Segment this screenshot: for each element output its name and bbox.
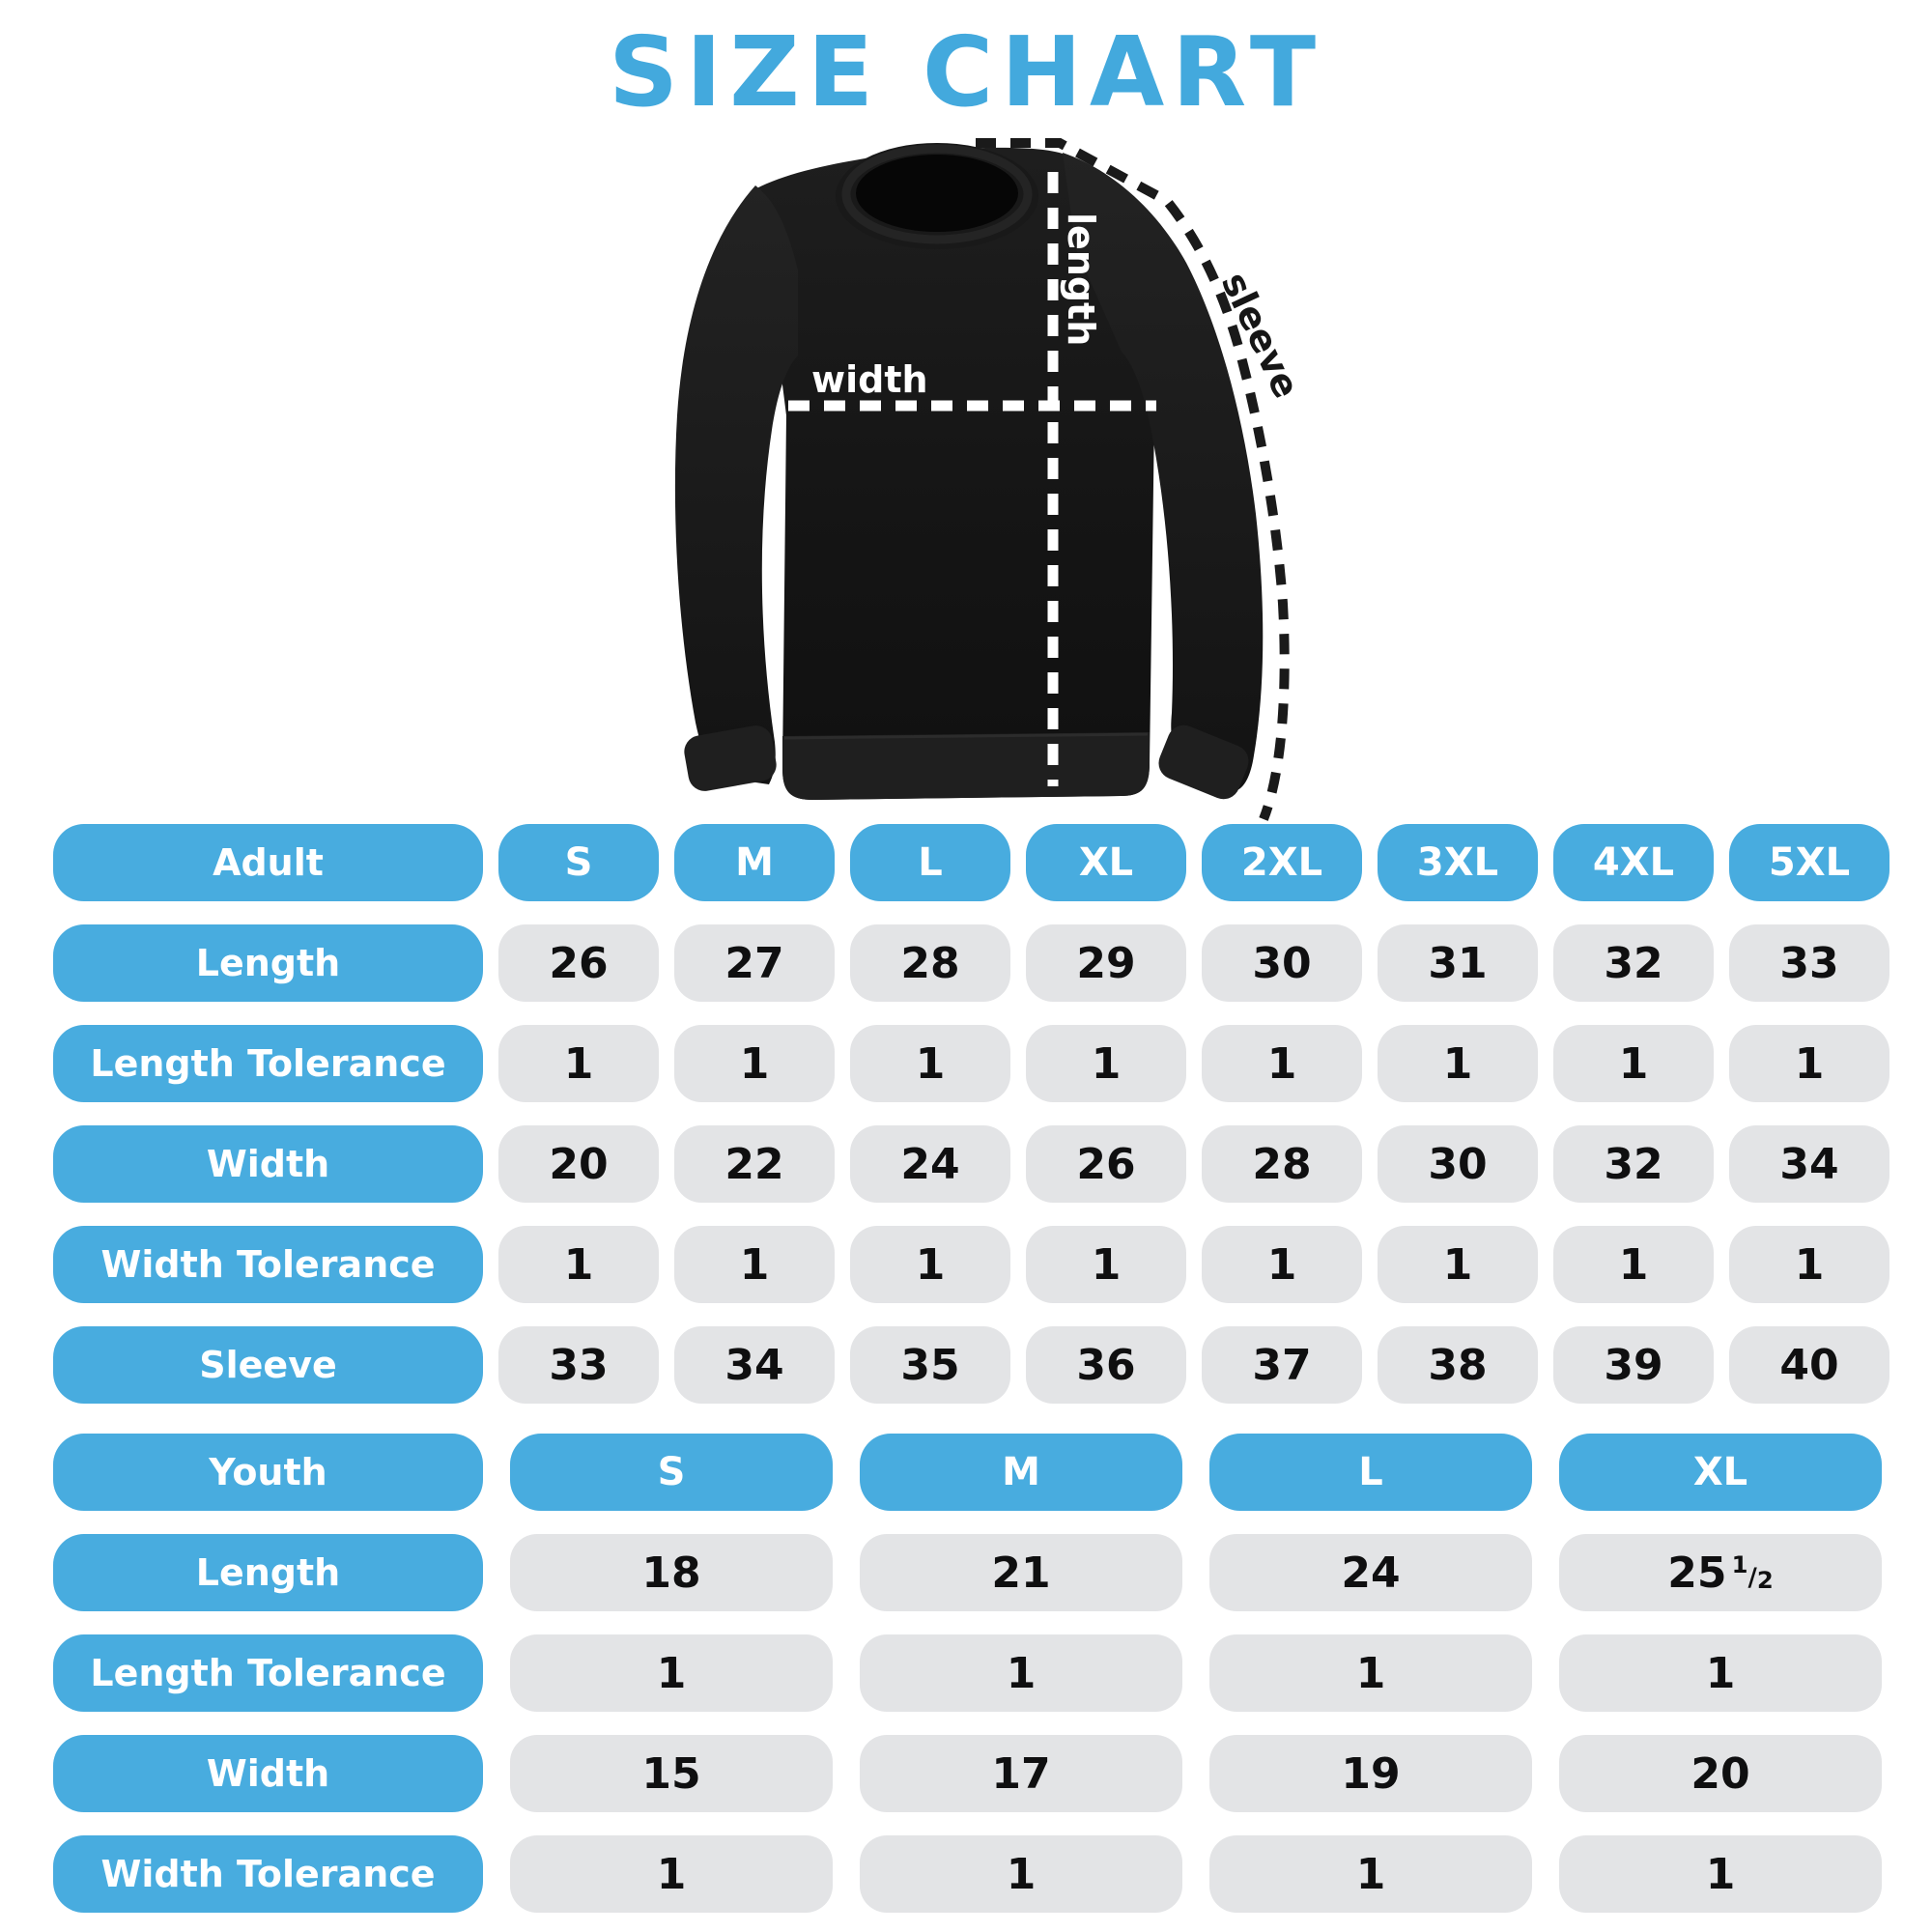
adult-cell: 20 [498, 1125, 659, 1203]
adult-size-header-l: L [850, 824, 1010, 901]
adult-cell: 1 [1026, 1025, 1186, 1102]
adult-cell: 1 [674, 1226, 835, 1303]
adult-size-header-s: S [498, 824, 659, 901]
sweatshirt-diagram: width length sleeve [674, 138, 1308, 821]
adult-table-header: Adult [53, 824, 483, 901]
collar-rib [841, 144, 1033, 244]
hem-seam [783, 732, 1149, 740]
adult-row-label-length: Length [53, 924, 483, 1002]
adult-size-header-4xl: 4XL [1553, 824, 1714, 901]
adult-row-label-width: Width [53, 1125, 483, 1203]
right-cuff [1158, 724, 1249, 800]
adult-size-header-xl: XL [1026, 824, 1186, 901]
adult-cell: 30 [1202, 924, 1362, 1002]
adult-cell: 39 [1553, 1326, 1714, 1404]
adult-cell: 1 [1729, 1025, 1889, 1102]
adult-cell: 38 [1378, 1326, 1538, 1404]
youth-cell: 1 [1559, 1835, 1882, 1913]
youth-size-header-s: S [510, 1434, 833, 1511]
youth-cell: 1 [510, 1835, 833, 1913]
adult-cell: 1 [1729, 1226, 1889, 1303]
adult-cell: 28 [1202, 1125, 1362, 1203]
adult-cell: 33 [1729, 924, 1889, 1002]
adult-cell: 34 [674, 1326, 835, 1404]
adult-row-label-sleeve: Sleeve [53, 1326, 483, 1404]
youth-cell: 1 [860, 1634, 1182, 1712]
adult-size-table: Adult S M L XL 2XL 3XL 4XL 5XL Length 26… [53, 824, 1889, 1404]
youth-cell: 20 [1559, 1735, 1882, 1812]
adult-cell: 1 [498, 1226, 659, 1303]
adult-cell: 32 [1553, 1125, 1714, 1203]
youth-cell: 25 1/2 [1559, 1534, 1882, 1611]
adult-cell: 34 [1729, 1125, 1889, 1203]
adult-cell: 1 [1202, 1025, 1362, 1102]
youth-cell: 18 [510, 1534, 833, 1611]
adult-cell: 30 [1378, 1125, 1538, 1203]
adult-cell: 28 [850, 924, 1010, 1002]
sleeve-line [976, 138, 1290, 821]
youth-cell: 1 [1209, 1835, 1532, 1913]
youth-row-label-length-tolerance: Length Tolerance [53, 1634, 483, 1712]
youth-cell: 1 [1209, 1634, 1532, 1712]
youth-size-header-m: M [860, 1434, 1182, 1511]
adult-row-label-length-tolerance: Length Tolerance [53, 1025, 483, 1102]
youth-size-table: Youth S M L XL Length 18 21 24 25 1/2 Le… [53, 1434, 1882, 1913]
adult-cell: 26 [498, 924, 659, 1002]
adult-size-header-m: M [674, 824, 835, 901]
youth-cell: 1 [860, 1835, 1182, 1913]
youth-size-header-l: L [1209, 1434, 1532, 1511]
adult-cell: 1 [498, 1025, 659, 1102]
adult-cell: 27 [674, 924, 835, 1002]
adult-cell: 40 [1729, 1326, 1889, 1404]
width-label: width [811, 358, 928, 401]
youth-cell: 17 [860, 1735, 1182, 1812]
length-label: length [1060, 213, 1102, 346]
adult-cell: 32 [1553, 924, 1714, 1002]
youth-row-label-length: Length [53, 1534, 483, 1611]
youth-cell: 19 [1209, 1735, 1532, 1812]
page-title: SIZE CHART [608, 15, 1324, 128]
adult-row-label-width-tolerance: Width Tolerance [53, 1226, 483, 1303]
adult-cell: 29 [1026, 924, 1186, 1002]
adult-cell: 1 [674, 1025, 835, 1102]
adult-cell: 33 [498, 1326, 659, 1404]
adult-size-header-5xl: 5XL [1729, 824, 1889, 901]
adult-cell: 1 [1553, 1226, 1714, 1303]
adult-cell: 31 [1378, 924, 1538, 1002]
adult-cell: 35 [850, 1326, 1010, 1404]
adult-cell: 26 [1026, 1125, 1186, 1203]
youth-size-header-xl: XL [1559, 1434, 1882, 1511]
sweatshirt-hem-band [782, 732, 1150, 800]
youth-cell: 1 [510, 1634, 833, 1712]
adult-size-header-3xl: 3XL [1378, 824, 1538, 901]
sweatshirt-right-sleeve [1063, 153, 1264, 790]
sweatshirt-left-sleeve [674, 185, 798, 784]
adult-cell: 1 [1378, 1226, 1538, 1303]
adult-cell: 24 [850, 1125, 1010, 1203]
adult-cell: 1 [1202, 1226, 1362, 1303]
adult-cell: 1 [1553, 1025, 1714, 1102]
adult-cell: 37 [1202, 1326, 1362, 1404]
youth-cell: 1 [1559, 1634, 1882, 1712]
adult-cell: 1 [1378, 1025, 1538, 1102]
youth-cell: 15 [510, 1735, 833, 1812]
youth-row-label-width-tolerance: Width Tolerance [53, 1835, 483, 1913]
adult-size-header-2xl: 2XL [1202, 824, 1362, 901]
youth-row-label-width: Width [53, 1735, 483, 1812]
adult-cell: 22 [674, 1125, 835, 1203]
adult-cell: 36 [1026, 1326, 1186, 1404]
collar-opening [856, 155, 1018, 232]
youth-cell: 21 [860, 1534, 1182, 1611]
adult-cell: 1 [850, 1226, 1010, 1303]
adult-cell: 1 [1026, 1226, 1186, 1303]
adult-cell: 1 [850, 1025, 1010, 1102]
youth-cell: 24 [1209, 1534, 1532, 1611]
left-cuff [684, 725, 777, 791]
youth-table-header: Youth [53, 1434, 483, 1511]
